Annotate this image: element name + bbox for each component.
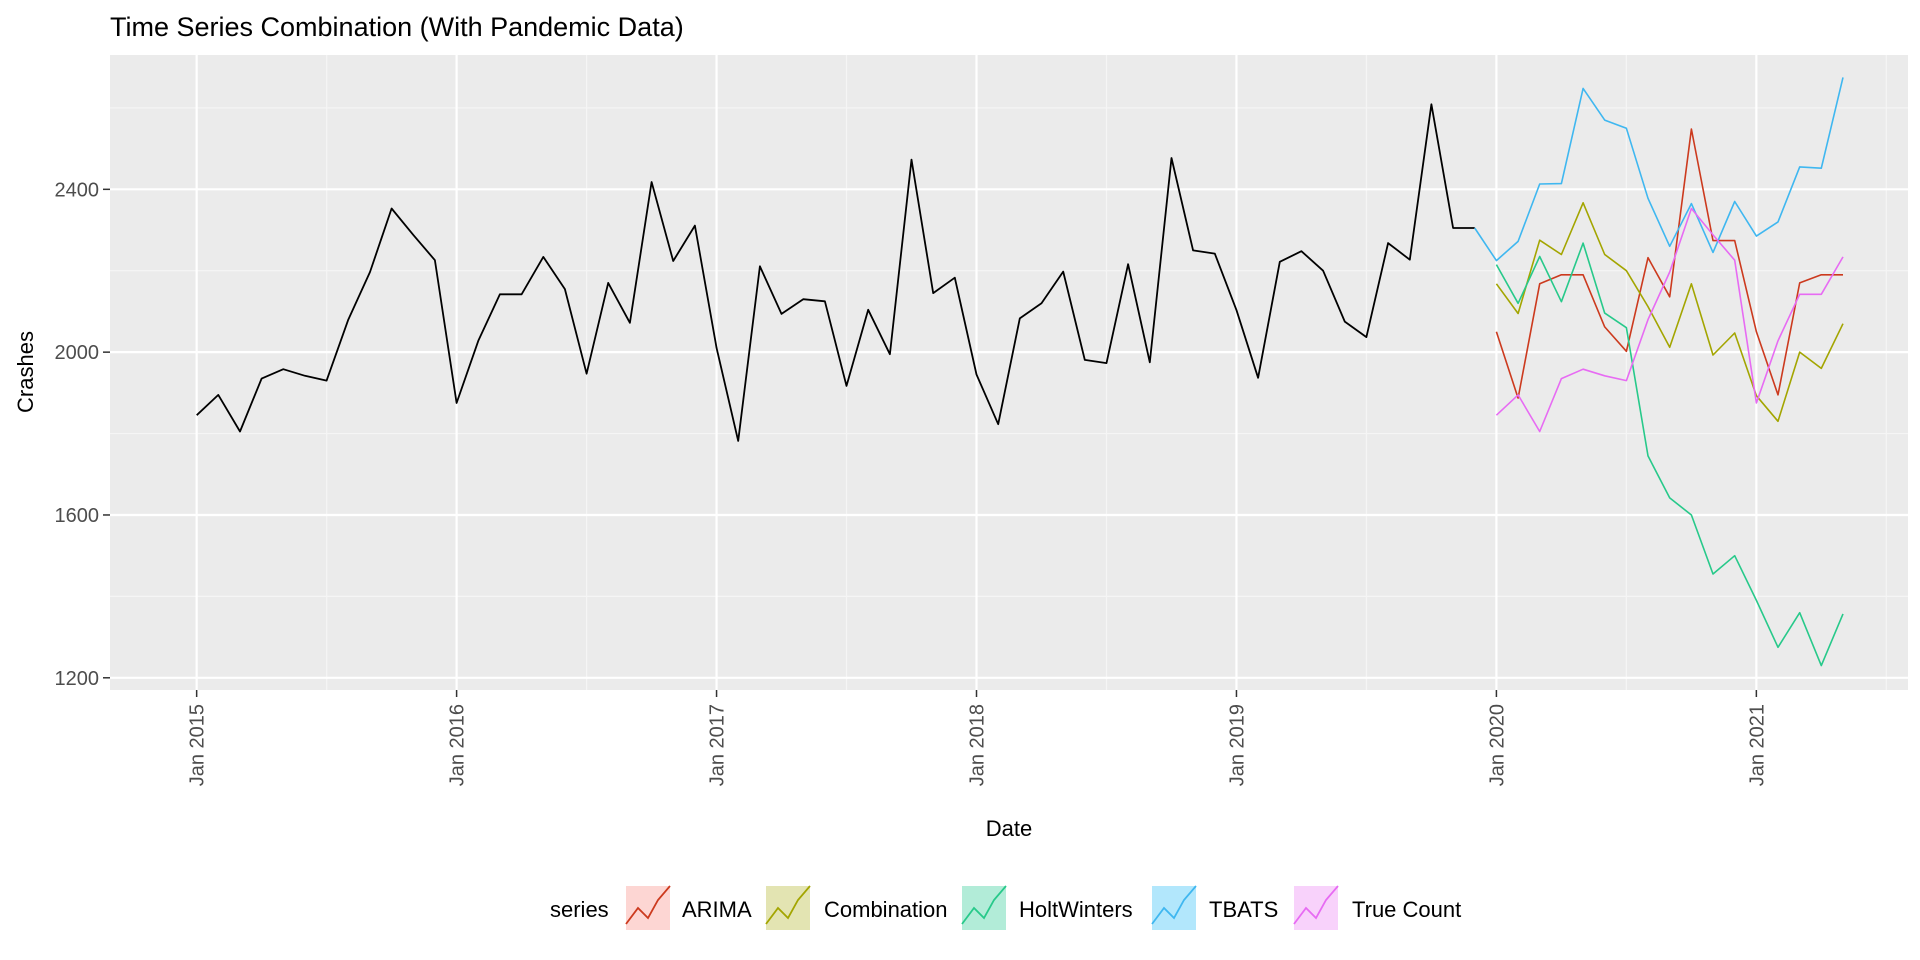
y-axis-title: Crashes [13,331,38,413]
x-tick-label: Jan 2018 [967,704,989,786]
y-tick-label: 1200 [55,668,100,690]
tbats-line [1474,77,1844,262]
legend-label: ARIMA [682,897,752,922]
y-axis: 1200 1600 2000 2400 [55,179,110,690]
legend-key-line [625,885,671,925]
y-tick-label: 2000 [55,342,100,364]
legend-key-line [961,885,1007,925]
legend-item-combination: Combination [765,885,948,930]
x-tick-label: Jan 2021 [1746,704,1768,786]
legend-key-line [1151,885,1197,925]
x-tick-label: Jan 2017 [707,704,729,786]
legend-key-line [765,885,811,925]
x-tick-label: Jan 2020 [1486,704,1508,786]
legend-item-arima: ARIMA [625,885,752,930]
legend-title: series [550,897,609,922]
legend-item-true-count: True Count [1293,885,1461,930]
arima-line [1495,128,1843,399]
legend-item-tbats: TBATS [1151,885,1278,930]
legend-label: TBATS [1209,897,1278,922]
y-tick-label: 2400 [55,179,100,201]
legend-label: Combination [824,897,948,922]
legend-label: True Count [1352,897,1461,922]
legend-key-line [1293,885,1339,925]
x-tick-label: Jan 2019 [1226,704,1248,786]
history-line [196,103,1475,442]
holtwinters-line [1495,242,1844,667]
legend: series ARIMA Combination HoltWinters TBATS T… [550,885,1461,930]
x-tick-label: Jan 2016 [447,704,469,786]
chart-title: Time Series Combination (With Pandemic D… [110,12,684,42]
combination-line [1495,202,1844,423]
legend-item-holtwinters: HoltWinters [961,885,1133,930]
data-lines [196,77,1844,667]
x-axis-title: Date [986,816,1032,841]
gridlines [110,55,1908,690]
y-tick-label: 1600 [55,505,100,527]
x-axis: Jan 2015 Jan 2016 Jan 2017 Jan 2018 Jan 2019… [187,690,1768,786]
x-tick-label: Jan 2015 [187,704,209,786]
legend-label: HoltWinters [1019,897,1133,922]
true-count-line [1495,207,1844,433]
